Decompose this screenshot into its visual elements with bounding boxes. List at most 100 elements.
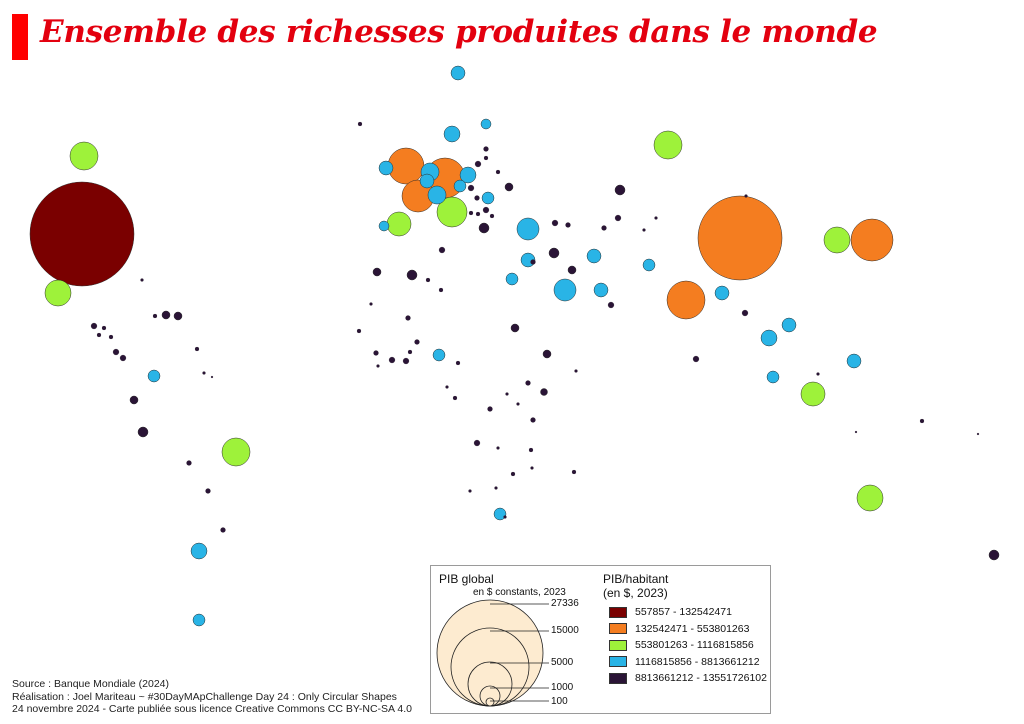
country-circle xyxy=(438,287,444,293)
country-circle xyxy=(614,214,622,222)
country-circle xyxy=(505,272,519,286)
country-circle xyxy=(654,216,658,220)
country-circle xyxy=(516,217,540,241)
country-circle xyxy=(574,369,578,373)
country-circle xyxy=(129,395,139,405)
country-circle xyxy=(140,278,144,282)
country-circle xyxy=(474,195,480,201)
country-circle xyxy=(823,226,851,254)
country-circle xyxy=(607,301,615,309)
country-circle xyxy=(161,310,171,320)
country-circle xyxy=(205,488,211,494)
country-circle xyxy=(586,248,602,264)
country-circle xyxy=(467,184,475,192)
country-circle xyxy=(816,372,820,376)
country-circle xyxy=(452,395,458,401)
country-circle xyxy=(493,507,507,521)
country-circle xyxy=(386,211,412,237)
country-circle xyxy=(766,370,780,384)
country-circle xyxy=(494,486,498,490)
country-circle xyxy=(96,332,102,338)
country-circle xyxy=(530,417,536,423)
country-circle xyxy=(369,302,373,306)
country-circle xyxy=(510,323,520,333)
country-circle xyxy=(482,206,490,214)
country-circle xyxy=(653,130,683,160)
country-circle xyxy=(496,446,500,450)
country-circle xyxy=(147,369,161,383)
country-circle xyxy=(483,155,489,161)
country-circle xyxy=(210,375,214,379)
country-circle xyxy=(443,125,461,143)
country-circle xyxy=(530,259,536,265)
country-circle xyxy=(152,313,158,319)
size-circle-100 xyxy=(485,697,495,707)
country-circle xyxy=(90,322,98,330)
country-circle xyxy=(919,418,925,424)
country-circle xyxy=(850,218,894,262)
class-swatch xyxy=(609,639,627,651)
country-circle xyxy=(356,328,362,334)
country-circle xyxy=(221,437,251,467)
country-circle xyxy=(781,317,797,333)
country-circle xyxy=(376,364,380,368)
size-value-label: 27336 xyxy=(551,598,579,609)
class-legend-item: 1116815856 - 8813661212 xyxy=(609,654,767,671)
country-circle xyxy=(108,334,114,340)
country-circle xyxy=(551,219,559,227)
size-legend-circles xyxy=(436,599,549,707)
country-circle xyxy=(29,181,135,287)
class-label: 1116815856 - 8813661212 xyxy=(635,655,760,668)
country-circle xyxy=(387,147,425,185)
country-circle xyxy=(483,146,489,152)
country-circle xyxy=(846,353,862,369)
country-circle xyxy=(565,222,571,228)
country-circle xyxy=(714,285,730,301)
class-swatch xyxy=(609,656,627,668)
country-circle xyxy=(666,280,706,320)
country-circle xyxy=(414,339,420,345)
class-label: 557857 - 132542471 xyxy=(635,606,732,619)
country-circle xyxy=(856,484,884,512)
country-circle xyxy=(542,349,552,359)
class-swatch xyxy=(609,606,627,618)
country-circle xyxy=(419,173,435,189)
country-circle xyxy=(137,426,149,438)
class-legend-item: 132542471 - 553801263 xyxy=(609,621,767,638)
country-circle xyxy=(44,279,72,307)
country-circle xyxy=(548,247,560,259)
country-circle xyxy=(697,195,783,281)
country-circle xyxy=(504,182,514,192)
country-circle xyxy=(194,346,200,352)
country-circle xyxy=(530,466,534,470)
country-circle xyxy=(455,360,461,366)
class-label: 132542471 - 553801263 xyxy=(635,622,750,635)
country-circle xyxy=(445,385,449,389)
country-circle xyxy=(540,388,548,396)
country-circle xyxy=(427,185,447,205)
country-circle xyxy=(601,225,607,231)
country-circle xyxy=(528,447,534,453)
country-circle xyxy=(112,348,120,356)
size-value-label: 5000 xyxy=(551,657,574,668)
country-circle xyxy=(372,267,382,277)
country-circle xyxy=(453,179,467,193)
country-circle xyxy=(760,329,778,347)
country-circle xyxy=(101,325,107,331)
credit-author: Réalisation : Joel Mariteau ~ #30DayMApC… xyxy=(12,690,397,703)
country-circle xyxy=(642,228,646,232)
country-circle xyxy=(553,278,577,302)
country-circle xyxy=(976,432,980,436)
size-value-label: 100 xyxy=(551,696,568,707)
size-legend-subtitle: en $ constants, 2023 xyxy=(473,587,566,598)
country-circle xyxy=(468,210,474,216)
country-circle xyxy=(388,356,396,364)
country-circle xyxy=(741,309,749,317)
country-circle xyxy=(378,160,394,176)
class-swatch xyxy=(609,672,627,684)
country-circle xyxy=(480,118,492,130)
country-circle xyxy=(503,515,507,519)
country-circle xyxy=(510,471,516,477)
credits: Source : Banque Mondiale (2024) Réalisat… xyxy=(12,678,412,716)
country-circle xyxy=(357,121,363,127)
